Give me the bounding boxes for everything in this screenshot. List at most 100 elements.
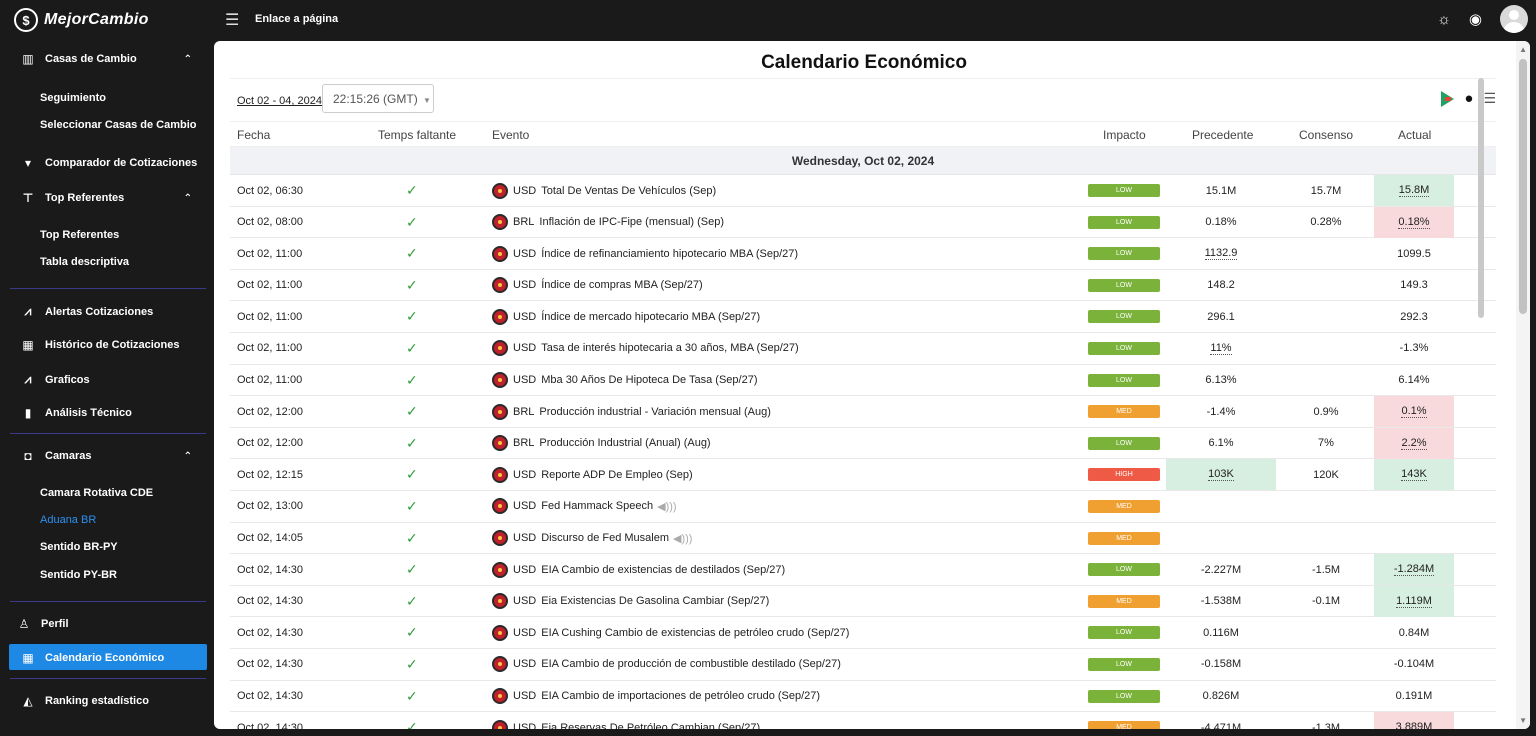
event-cell[interactable]: USD Total De Ventas De Vehículos (Sep) <box>492 175 716 206</box>
previous-cell: 6.1% <box>1166 428 1276 459</box>
event-cell[interactable]: USD Mba 30 Años De Hipoteca De Tasa (Sep/… <box>492 365 758 396</box>
previous-value[interactable]: 1132.9 <box>1204 247 1238 261</box>
actual-value[interactable]: -1.284M <box>1393 563 1435 577</box>
google-play-icon[interactable] <box>1441 90 1455 107</box>
sidebar-item-casas[interactable]: ▥ Casas de Cambio ⌃ <box>0 52 214 66</box>
scroll-down-icon[interactable]: ▼ <box>1519 716 1527 725</box>
actual-value[interactable]: 0.1% <box>1401 405 1427 419</box>
previous-value[interactable]: 11% <box>1210 341 1232 355</box>
actual-value[interactable]: 15.8M <box>1398 184 1430 197</box>
sidebar-subitem-py-br[interactable]: Sentido PY-BR <box>40 569 118 581</box>
table-row[interactable]: Oct 02, 11:00 ✓ USD Mba 30 Años De Hipoteca… <box>230 365 1496 397</box>
column-header-evento[interactable]: Evento <box>492 128 530 142</box>
table-row[interactable]: Oct 02, 11:00 ✓ USD Índice de compras MBA (… <box>230 270 1496 302</box>
impact-badge: LOW <box>1088 215 1160 229</box>
sidebar-item-ranking[interactable]: ◭ Ranking estadístico <box>0 694 214 708</box>
sidebar-subitem-seleccionar[interactable]: Seleccionar Casas de Cambio <box>40 119 197 131</box>
date-range-link[interactable]: Oct 02 - 04, 2024 <box>237 95 322 107</box>
sidebar-item-historico[interactable]: ▦ Histórico de Cotizaciones <box>0 338 214 352</box>
timezone-select[interactable]: 22:15:26 (GMT) ▼ <box>322 84 434 113</box>
previous-value: 296.1 <box>1207 310 1235 323</box>
event-cell[interactable]: USD Reporte ADP De Empleo (Sep) <box>492 459 693 490</box>
sidebar-subitem-tabla[interactable]: Tabla descriptiva <box>40 256 130 268</box>
sidebar-item-camaras[interactable]: ◘ Camaras ⌃ <box>0 449 214 463</box>
event-cell[interactable]: BRL Producción Industrial (Anual) (Aug) <box>492 428 711 459</box>
sidebar-subitem-br-py[interactable]: Sentido BR-PY <box>40 541 118 553</box>
event-cell[interactable]: USD EIA Cambio de producción de combustib… <box>492 649 841 680</box>
actual-value[interactable]: 143K <box>1401 468 1427 482</box>
actual-cell: 143K <box>1374 459 1454 491</box>
table-row[interactable]: Oct 02, 13:00 ✓ USD Fed Hammack Speech ◀))) M… <box>230 491 1496 523</box>
sidebar-subitem-camara-rotativa[interactable]: Camara Rotativa CDE <box>40 487 154 499</box>
previous-cell: 11% <box>1166 333 1276 364</box>
event-cell[interactable]: USD Eia Existencias De Gasolina Cambiar (… <box>492 586 769 617</box>
event-date: Oct 02, 14:30 <box>237 721 304 729</box>
table-row[interactable]: Oct 02, 12:00 ✓ BRL Producción Industrial (… <box>230 427 1496 460</box>
event-date: Oct 02, 14:30 <box>237 626 304 639</box>
camera-icon: ◘ <box>24 449 32 463</box>
table-row[interactable]: Oct 02, 14:30 ✓ USD Eia Reservas De Petróle… <box>230 712 1496 729</box>
page-scrollbar[interactable]: ▲ ▼ <box>1516 41 1530 729</box>
sidebar-item-perfil[interactable]: ♙ Perfil <box>0 617 214 631</box>
page-scrollbar-thumb[interactable] <box>1519 59 1527 314</box>
table-row[interactable]: Oct 02, 14:30 ✓ USD EIA Cambio de importaci… <box>230 681 1496 713</box>
sidebar-item-comparador[interactable]: ▾ Comparador de Cotizaciones <box>0 156 214 170</box>
event-cell[interactable]: USD Índice de mercado hipotecario MBA (Se… <box>492 301 760 332</box>
sidebar-item-analisis[interactable]: ▮ Análisis Técnico <box>0 406 214 420</box>
sidebar-subitem-seguimiento[interactable]: Seguimiento <box>40 92 107 104</box>
event-cell[interactable]: BRL Producción industrial - Variación men… <box>492 396 771 427</box>
column-header-precedente[interactable]: Precedente <box>1192 128 1254 142</box>
event-cell[interactable]: USD Índice de refinanciamiento hipotecari… <box>492 238 798 269</box>
column-header-temps[interactable]: Temps faltante <box>378 128 457 142</box>
event-cell[interactable]: BRL Inflación de IPC-Fipe (mensual) (Sep) <box>492 207 724 238</box>
previous-value[interactable]: 103K <box>1208 468 1234 482</box>
sidebar-item-top-referentes[interactable]: ⊤ Top Referentes ⌃ <box>0 191 214 205</box>
event-cell[interactable]: USD EIA Cambio de existencias de destilad… <box>492 554 785 585</box>
event-cell[interactable]: USD Índice de compras MBA (Sep/27) <box>492 270 703 301</box>
top-link[interactable]: Enlace a página <box>255 13 339 25</box>
table-scrollbar-thumb[interactable] <box>1478 78 1484 318</box>
column-header-actual[interactable]: Actual <box>1398 128 1432 142</box>
consensus-value: 7% <box>1318 437 1334 450</box>
actual-value[interactable]: 2.2% <box>1401 436 1427 450</box>
sidebar-item-alertas[interactable]: ⩘ Alertas Cotizaciones <box>0 304 214 319</box>
sidebar-subitem-aduana[interactable]: Aduana BR <box>40 514 97 526</box>
actual-value[interactable]: 0.18% <box>1398 215 1430 229</box>
apple-icon[interactable]: ● <box>1464 90 1474 107</box>
event-cell[interactable]: USD EIA Cushing Cambio de existencias de … <box>492 617 849 648</box>
table-row[interactable]: Oct 02, 14:30 ✓ USD Eia Existencias De Gaso… <box>230 585 1496 618</box>
sidebar-subitem-top-referentes[interactable]: Top Referentes <box>40 229 120 241</box>
event-cell[interactable]: USD EIA Cambio de importaciones de petról… <box>492 681 820 712</box>
column-header-fecha[interactable]: Fecha <box>237 128 271 142</box>
event-cell[interactable]: USD Fed Hammack Speech ◀))) <box>492 491 677 522</box>
scroll-up-icon[interactable]: ▲ <box>1519 45 1527 54</box>
collapse-menu-icon[interactable]: ☰ <box>225 12 240 29</box>
table-row[interactable]: Oct 02, 14:30 ✓ USD EIA Cambio de producció… <box>230 649 1496 681</box>
table-row[interactable]: Oct 02, 11:00 ✓ USD Índice de mercado hipot… <box>230 301 1496 333</box>
event-cell[interactable]: USD Tasa de interés hipotecaria a 30 años… <box>492 333 799 364</box>
filter-settings-icon[interactable]: ☰ <box>1483 90 1496 106</box>
table-row[interactable]: Oct 02, 14:30 ✓ USD EIA Cushing Cambio de e… <box>230 617 1496 649</box>
table-row[interactable]: Oct 02, 14:30 ✓ USD EIA Cambio de existenci… <box>230 554 1496 586</box>
column-header-impacto[interactable]: Impacto <box>1103 128 1146 142</box>
brand-logo[interactable]: $ MejorCambio <box>14 8 149 32</box>
sidebar-item-calendario[interactable]: ▦ Calendario Económico <box>0 651 214 665</box>
speaker-icon[interactable]: ◀))) <box>673 532 693 545</box>
actual-value[interactable]: 1.119M <box>1396 594 1432 608</box>
sun-icon[interactable]: ☼ <box>1437 10 1451 28</box>
actual-value[interactable]: 3.889M <box>1396 721 1433 729</box>
table-row[interactable]: Oct 02, 06:30 ✓ USD Total De Ventas De Vehí… <box>230 175 1496 207</box>
table-row[interactable]: Oct 02, 11:00 ✓ USD Tasa de interés hipotec… <box>230 333 1496 365</box>
speaker-icon[interactable]: ◀))) <box>657 500 677 513</box>
avatar[interactable] <box>1500 5 1528 33</box>
column-header-consenso[interactable]: Consenso <box>1299 128 1354 142</box>
table-row[interactable]: Oct 02, 08:00 ✓ BRL Inflación de IPC-Fipe (… <box>230 206 1496 239</box>
table-row[interactable]: Oct 02, 12:00 ✓ BRL Producción industrial -… <box>230 396 1496 428</box>
eye-icon[interactable]: ◉ <box>1468 11 1482 28</box>
table-row[interactable]: Oct 02, 12:15 ✓ USD Reporte ADP De Empleo (… <box>230 459 1496 491</box>
table-row[interactable]: Oct 02, 14:05 ✓ USD Discurso de Fed Musalem… <box>230 523 1496 555</box>
sidebar-item-graficos[interactable]: ⩘ Graficos <box>0 372 214 387</box>
event-cell[interactable]: USD Eia Reservas De Petróleo Cambian (Sep… <box>492 712 760 729</box>
event-cell[interactable]: USD Discurso de Fed Musalem ◀))) <box>492 523 692 554</box>
table-row[interactable]: Oct 02, 11:00 ✓ USD Índice de refinanciamie… <box>230 238 1496 270</box>
